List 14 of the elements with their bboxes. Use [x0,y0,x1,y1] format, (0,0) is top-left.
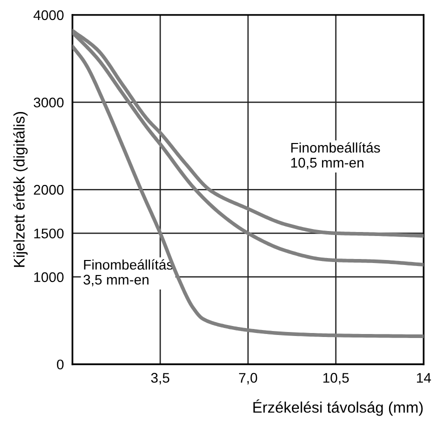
x-tick-label: 7,0 [239,372,258,384]
x-tick-label: 10,5 [323,372,349,384]
y-tick-label: 4000 [34,10,64,20]
y-axis-title: Kijelzett érték (digitális) [13,112,28,267]
y-tick-label: 1500 [34,228,64,238]
y-tick-label: 3000 [34,98,64,108]
y-tick-label: 1000 [34,272,64,282]
x-axis-title: Érzékelési távolság (mm) [253,399,423,416]
y-tick-label: 2000 [34,184,64,195]
x-tick-label: 3,5 [151,372,170,384]
annotation: Finombeállítás 3,5 mm-en [84,259,173,286]
annotation: Finombeállítás 10,5 mm-en [291,142,380,170]
y-tick-label: 0 [56,360,64,370]
x-tick-label: 14 [416,373,431,383]
